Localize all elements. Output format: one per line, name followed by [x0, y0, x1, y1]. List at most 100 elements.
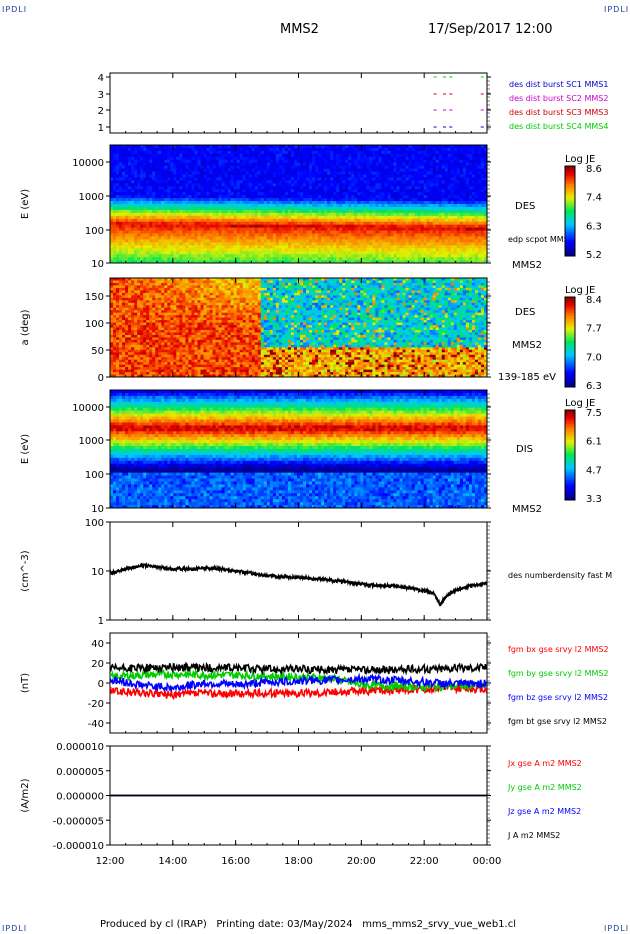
des-energy-cell	[372, 219, 375, 222]
des-energy-cell	[228, 166, 231, 169]
des-energy-cell	[261, 186, 264, 189]
des-energy-cell	[294, 157, 297, 160]
des-energy-cell	[339, 219, 342, 222]
des-energy-cell	[255, 239, 258, 242]
des-energy-cell	[264, 169, 267, 172]
des-energy-cell	[303, 145, 306, 148]
des-energy-cell	[360, 210, 363, 213]
des-energy-cell	[210, 145, 213, 148]
des-energy-cell	[400, 239, 403, 242]
des-energy-cell	[237, 163, 240, 166]
des-energy-cell	[381, 242, 384, 245]
des-energy-cell	[194, 145, 197, 148]
des-energy-cell	[363, 204, 366, 207]
des-energy-cell	[339, 172, 342, 175]
des-energy-cell	[300, 234, 303, 237]
des-energy-cell	[442, 207, 445, 210]
des-energy-cell	[128, 160, 131, 163]
des-energy-cell	[327, 169, 330, 172]
des-energy-cell	[366, 166, 369, 169]
des-energy-cell	[451, 183, 454, 186]
des-energy-cell	[155, 251, 158, 254]
des-energy-cell	[375, 236, 378, 239]
des-energy-cell	[125, 213, 128, 216]
des-energy-cell	[210, 222, 213, 225]
des-energy-cell	[415, 151, 418, 154]
des-energy-cell	[276, 160, 279, 163]
des-energy-cell	[164, 189, 167, 192]
des-energy-cell	[381, 172, 384, 175]
des-energy-cell	[207, 234, 210, 237]
des-energy-cell	[246, 157, 249, 160]
des-energy-cell	[152, 231, 155, 234]
des-energy-cell	[475, 154, 478, 157]
des-energy-cell	[436, 242, 439, 245]
des-energy-cell	[415, 201, 418, 204]
des-energy-cell	[116, 160, 119, 163]
des-energy-cell	[354, 257, 357, 260]
des-energy-cell	[412, 180, 415, 183]
des-energy-cell	[418, 231, 421, 234]
des-energy-cell	[137, 210, 140, 213]
des-energy-cell	[155, 248, 158, 251]
des-energy-cell	[161, 160, 164, 163]
des-energy-cell	[279, 157, 282, 160]
des-energy-cell	[333, 213, 336, 216]
des-energy-cell	[291, 154, 294, 157]
des-energy-cell	[252, 251, 255, 254]
des-energy-cell	[252, 195, 255, 198]
des-energy-cell	[125, 236, 128, 239]
des-energy-cell	[140, 189, 143, 192]
des-energy-cell	[243, 177, 246, 180]
des-energy-cell	[234, 189, 237, 192]
des-energy-cell	[131, 183, 134, 186]
des-energy-cell	[185, 251, 188, 254]
des-energy-cell	[249, 145, 252, 148]
des-energy-cell	[451, 225, 454, 228]
des-energy-cell	[324, 154, 327, 157]
des-energy-cell	[309, 195, 312, 198]
des-energy-cell	[200, 169, 203, 172]
des-energy-cell	[170, 160, 173, 163]
des-energy-cell	[375, 198, 378, 201]
des-energy-cell	[167, 160, 170, 163]
des-energy-cell	[158, 204, 161, 207]
des-energy-cell	[210, 183, 213, 186]
des-energy-cell	[210, 231, 213, 234]
des-energy-cell	[466, 213, 469, 216]
des-energy-cell	[300, 231, 303, 234]
des-energy-cell	[255, 180, 258, 183]
des-energy-cell	[357, 239, 360, 242]
des-energy-cell	[143, 254, 146, 257]
des-energy-cell	[116, 189, 119, 192]
des-energy-cell	[188, 180, 191, 183]
des-energy-cell	[378, 225, 381, 228]
des-energy-cell	[291, 195, 294, 198]
des-energy-cell	[318, 216, 321, 219]
des-energy-cell	[182, 172, 185, 175]
des-energy-cell	[261, 236, 264, 239]
des-energy-cell	[324, 228, 327, 231]
des-energy-cell	[243, 216, 246, 219]
des-energy-cell	[324, 186, 327, 189]
des-energy-cell	[390, 248, 393, 251]
des-energy-cell	[424, 204, 427, 207]
des-energy-cell	[366, 148, 369, 151]
des-energy-cell	[354, 254, 357, 257]
des-energy-cell	[418, 236, 421, 239]
des-energy-cell	[225, 216, 228, 219]
des-energy-cell	[327, 245, 330, 248]
des-energy-cell	[439, 228, 442, 231]
des-energy-cell	[397, 180, 400, 183]
des-energy-cell	[285, 257, 288, 260]
des-energy-cell	[300, 204, 303, 207]
des-energy-cell	[451, 148, 454, 151]
des-energy-cell	[369, 219, 372, 222]
des-energy-cell	[421, 201, 424, 204]
des-energy-cell	[387, 231, 390, 234]
des-energy-cell	[363, 157, 366, 160]
des-energy-cell	[143, 248, 146, 251]
des-energy-cell	[475, 204, 478, 207]
des-energy-cell	[134, 242, 137, 245]
des-energy-cell	[194, 231, 197, 234]
